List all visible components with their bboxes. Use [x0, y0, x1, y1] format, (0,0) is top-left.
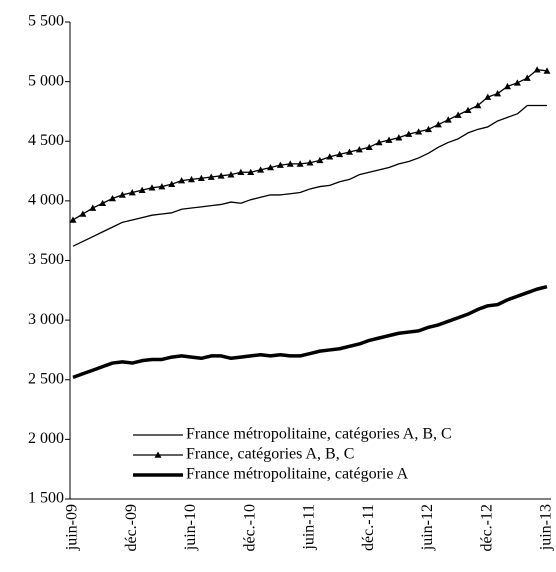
x-tick-label: juin-13	[538, 504, 555, 551]
data-point	[168, 180, 176, 187]
data-point	[326, 153, 334, 160]
data-point	[365, 143, 373, 151]
data-point	[267, 163, 274, 171]
y-tick-label: 3 000	[28, 311, 64, 328]
y-tick-label: 5 500	[28, 13, 64, 30]
x-tick-label: déc.-11	[360, 504, 377, 551]
data-point	[346, 148, 353, 155]
data-point	[474, 101, 482, 109]
data-point	[99, 199, 107, 207]
data-point	[494, 90, 502, 97]
data-point	[355, 146, 363, 153]
data-point	[237, 168, 245, 176]
y-tick-label: 2 000	[28, 430, 64, 447]
data-point	[543, 67, 551, 74]
x-tick-label: déc.-10	[241, 504, 258, 552]
data-point	[444, 116, 452, 123]
data-point	[415, 128, 423, 135]
data-point	[296, 160, 304, 167]
legend-box	[128, 421, 551, 489]
x-tick-label: déc.-12	[478, 504, 495, 552]
data-point	[336, 150, 344, 158]
data-point	[109, 194, 116, 202]
series-line	[72, 104, 547, 247]
data-point	[464, 106, 472, 114]
data-point	[523, 74, 531, 81]
x-tick-label: juin-10	[182, 504, 199, 551]
data-point	[138, 186, 146, 193]
y-tick-label: 4 000	[28, 192, 64, 209]
y-tick-label: 5 000	[28, 72, 64, 89]
data-point	[425, 125, 432, 133]
legend-marker	[154, 451, 162, 458]
data-point	[197, 174, 205, 182]
x-tick-label: juin-09	[64, 504, 81, 551]
data-point	[395, 134, 403, 141]
data-point	[69, 216, 77, 223]
series-line	[72, 285, 548, 380]
x-tick-label: juin-12	[419, 504, 436, 551]
data-point	[79, 210, 87, 217]
data-point	[385, 136, 393, 143]
legend-label: France métropolitaine, catégories A, B, …	[186, 426, 452, 443]
data-point	[178, 177, 186, 184]
x-tick-label: juin-11	[301, 504, 318, 551]
x-tick-label: déc.-09	[123, 504, 140, 552]
legend: France métropolitaine, catégories A, B, …	[128, 421, 551, 489]
y-tick-label: 4 500	[28, 132, 64, 149]
data-point	[306, 159, 314, 166]
legend-label: France métropolitaine, catégorie A	[186, 466, 409, 483]
data-point	[217, 172, 225, 179]
data-point	[247, 168, 255, 176]
data-point	[504, 82, 511, 90]
data-point	[405, 130, 413, 137]
data-point	[484, 93, 492, 100]
y-tick-label: 2 500	[28, 370, 64, 387]
data-point	[513, 79, 521, 86]
data-point	[276, 161, 284, 168]
data-point	[375, 138, 383, 146]
data-point	[128, 189, 136, 196]
data-point	[118, 191, 126, 198]
data-point	[148, 184, 156, 191]
data-point	[227, 171, 235, 178]
data-point	[316, 156, 324, 164]
data-point	[454, 111, 462, 118]
data-point	[158, 183, 166, 190]
y-tick-label: 1 500	[28, 490, 64, 507]
data-point	[434, 121, 442, 128]
legend-label: France, catégories A, B, C	[186, 446, 354, 463]
data-point	[188, 175, 195, 183]
data-point	[533, 66, 541, 73]
data-point	[286, 160, 294, 167]
data-point	[257, 166, 265, 173]
data-point	[89, 204, 97, 211]
series-line	[72, 69, 548, 221]
data-point	[207, 173, 215, 180]
y-tick-label: 3 500	[28, 251, 64, 268]
